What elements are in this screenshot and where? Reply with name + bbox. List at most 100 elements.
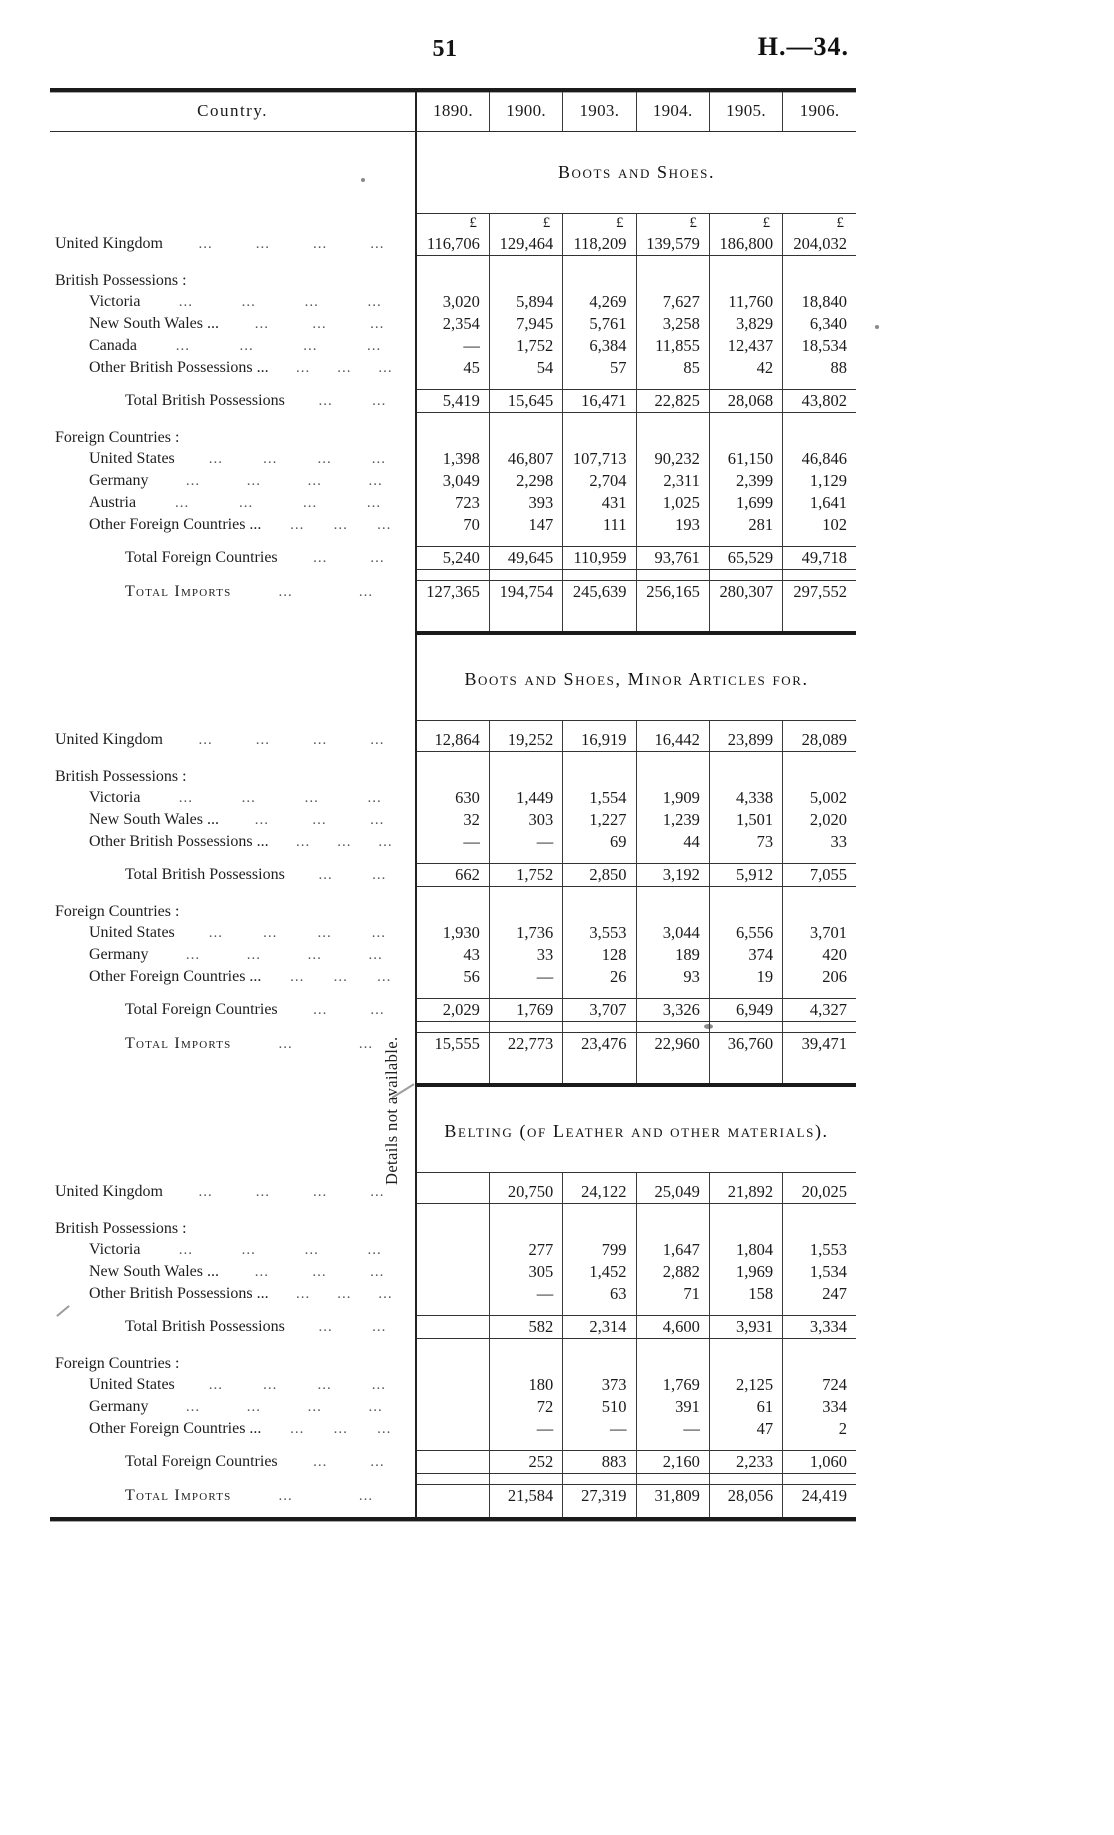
leader-dots: .........	[296, 1286, 393, 1302]
cell-1904: 2,882	[635, 1261, 710, 1283]
cell-1890	[415, 1374, 490, 1396]
cell-1903: 63	[562, 1283, 637, 1305]
cell-1890: 56	[415, 966, 490, 988]
leader-dots: ............	[208, 451, 387, 467]
group-header-foreign-countries: Foreign Countries :	[50, 1354, 856, 1374]
cell-1904: 3,192	[635, 863, 710, 887]
cell-1903: —	[562, 1418, 637, 1440]
cell-1906: 1,553	[782, 1239, 856, 1261]
cell-1906: 20,025	[782, 1181, 856, 1204]
cell-1900: 147	[488, 514, 563, 536]
section-title-row: Belting (of Leather and other materials)…	[50, 1091, 856, 1173]
cell-1890: 45	[415, 357, 490, 379]
cell-1905: 1,969	[708, 1261, 783, 1283]
row-label-text: Other Foreign Countries ...	[89, 516, 262, 533]
table-row: New South Wales ............ 32 303 1,227 1,…	[50, 809, 856, 831]
row-label-text: Total Imports	[125, 1034, 232, 1052]
cell-1906: 4,327	[782, 998, 856, 1022]
column-header-1906: 1906.	[782, 92, 856, 131]
cell-1900	[488, 1354, 563, 1374]
row-label-text: Foreign Countries :	[55, 1355, 180, 1372]
spacer-row	[50, 1203, 856, 1219]
leader-dots: ......	[278, 583, 374, 600]
cell-1900: 49,645	[488, 546, 563, 570]
row-label-text: Total British Possessions	[125, 1318, 285, 1335]
cell-1905: 11,760	[708, 291, 783, 313]
spacer-row	[50, 886, 856, 902]
cell-1906	[782, 1354, 856, 1374]
cell-1900: 15,645	[488, 389, 563, 413]
cell-1903: 16,919	[562, 729, 637, 752]
row-label: Other Foreign Countries ............	[50, 1418, 416, 1440]
cell-1906: 1,641	[782, 492, 856, 514]
leader-dots: .........	[254, 1264, 385, 1280]
currency-symbol: £	[708, 213, 783, 233]
cell-1900: 54	[488, 357, 563, 379]
scan-speck	[361, 178, 365, 182]
cell-1890: 1,930	[415, 922, 490, 944]
cell-1904	[635, 1354, 710, 1374]
spacer-row	[50, 751, 856, 767]
row-label-text: United States	[89, 1376, 175, 1393]
cell-1890: 3,049	[415, 470, 490, 492]
row-label-text: New South Wales ...	[89, 811, 219, 828]
cell-1890	[415, 271, 490, 291]
cell-1904: 25,049	[635, 1181, 710, 1204]
spacer-row	[50, 1338, 856, 1354]
leader-dots: .........	[290, 1421, 392, 1437]
table-row: Other British Possessions ............ —6…	[50, 1283, 856, 1305]
table-row: Victoria............ 630 1,449 1,554 1,909 4,…	[50, 787, 856, 809]
cell-1905: 280,307	[708, 580, 783, 603]
cell-1906: 206	[782, 966, 856, 988]
table-row-total-imports: Total Imports...... 127,365 194,754 245,639…	[50, 580, 856, 603]
spacer-row	[50, 412, 856, 428]
row-label: New South Wales ............	[50, 809, 416, 831]
cell-1900: 1,736	[488, 922, 563, 944]
cell-1900	[488, 1219, 563, 1239]
cell-1906: 247	[782, 1283, 856, 1305]
section-rule-row	[50, 720, 856, 729]
row-label: New South Wales ............	[50, 313, 416, 335]
cell-1905: 281	[708, 514, 783, 536]
cell-1904: 1,239	[635, 809, 710, 831]
group-header-british-possessions: British Possessions :	[50, 271, 856, 291]
table-row: Germany............ 72 510 391 61 334	[50, 1396, 856, 1418]
cell-1900: 5,894	[488, 291, 563, 313]
cell-1900: 582	[488, 1315, 563, 1339]
cell-1904: 11,855	[635, 335, 710, 357]
cell-1906: 724	[782, 1374, 856, 1396]
leader-dots: .........	[290, 517, 392, 533]
row-label: New South Wales ............	[50, 1261, 416, 1283]
cell-1890: 12,864	[415, 729, 490, 752]
leader-dots: ......	[318, 1319, 387, 1335]
cell-1905: 1,501	[708, 809, 783, 831]
row-label-british-possessions: British Possessions :	[50, 271, 416, 291]
cell-1903: 2,314	[562, 1315, 637, 1339]
cell-1903: 128	[562, 944, 637, 966]
scan-speck	[875, 325, 879, 329]
cell-1890: 127,365	[415, 580, 490, 603]
section-divider-row	[50, 631, 856, 639]
cell-1903	[562, 428, 637, 448]
cell-1905: 28,068	[708, 389, 783, 413]
cell-1904: 31,809	[635, 1484, 710, 1507]
cell-1903: 245,639	[562, 580, 637, 603]
cell-1900: 33	[488, 944, 563, 966]
row-label-total-imports: Total Imports......	[50, 1033, 416, 1056]
leader-dots: ......	[313, 550, 385, 566]
column-header-1903: 1903.	[562, 92, 637, 131]
row-label-text: Other Foreign Countries ...	[89, 968, 262, 985]
leader-dots: .........	[296, 360, 393, 376]
row-label-united-kingdom: United Kingdom............	[50, 1181, 416, 1204]
cell-1905: 2,125	[708, 1374, 783, 1396]
cell-1904: 85	[635, 357, 710, 379]
cell-1890	[415, 1450, 490, 1474]
cell-1905: 47	[708, 1418, 783, 1440]
cell-1900: 19,252	[488, 729, 563, 752]
leader-dots: ............	[208, 1377, 387, 1393]
cell-1900: 393	[488, 492, 563, 514]
section-title: Boots and Shoes, Minor Articles for.	[415, 639, 856, 721]
table-row: Victoria............ 277 799 1,647 1,804 1,55…	[50, 1239, 856, 1261]
cell-1904: 2,160	[635, 1450, 710, 1474]
cell-1904	[635, 767, 710, 787]
